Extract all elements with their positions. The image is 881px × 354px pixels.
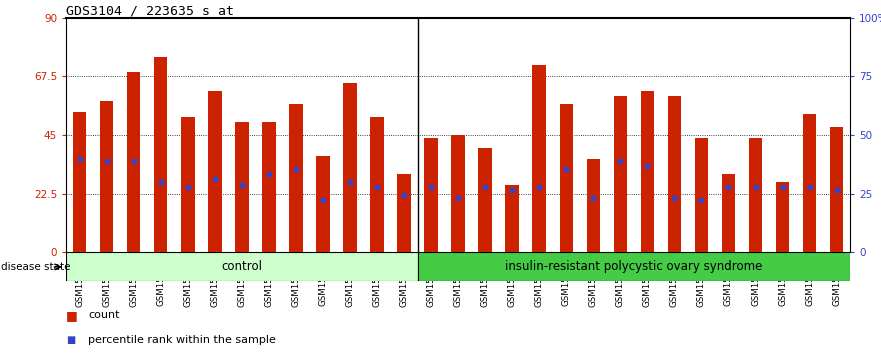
Bar	[154, 57, 167, 252]
Bar	[695, 138, 708, 252]
Bar	[262, 122, 276, 252]
Bar	[235, 122, 248, 252]
Bar	[749, 138, 762, 252]
Bar	[418, 252, 850, 281]
Text: disease state: disease state	[1, 262, 70, 272]
Bar	[370, 117, 384, 252]
Bar	[181, 117, 195, 252]
Bar	[776, 182, 789, 252]
Bar	[425, 138, 438, 252]
Bar	[532, 65, 546, 252]
Bar	[478, 148, 492, 252]
Text: ■: ■	[66, 335, 75, 345]
Bar	[830, 127, 843, 252]
Bar	[208, 91, 221, 252]
Text: control: control	[221, 261, 263, 273]
Bar	[613, 96, 627, 252]
Bar	[587, 159, 600, 252]
Bar	[289, 104, 303, 252]
Bar	[668, 96, 681, 252]
Bar	[506, 184, 519, 252]
Bar	[803, 114, 817, 252]
Bar	[127, 73, 140, 252]
Text: insulin-resistant polycystic ovary syndrome: insulin-resistant polycystic ovary syndr…	[505, 261, 763, 273]
Bar	[73, 112, 86, 252]
Text: GDS3104 / 223635_s_at: GDS3104 / 223635_s_at	[66, 4, 234, 17]
Bar	[451, 135, 465, 252]
Bar	[559, 104, 573, 252]
Bar	[344, 83, 357, 252]
Text: count: count	[88, 310, 120, 320]
Bar	[640, 91, 654, 252]
Bar	[100, 101, 114, 252]
Bar	[722, 174, 736, 252]
Bar	[397, 174, 411, 252]
Bar	[316, 156, 329, 252]
Bar	[66, 252, 418, 281]
Text: percentile rank within the sample: percentile rank within the sample	[88, 335, 276, 345]
Text: ■: ■	[66, 309, 78, 321]
